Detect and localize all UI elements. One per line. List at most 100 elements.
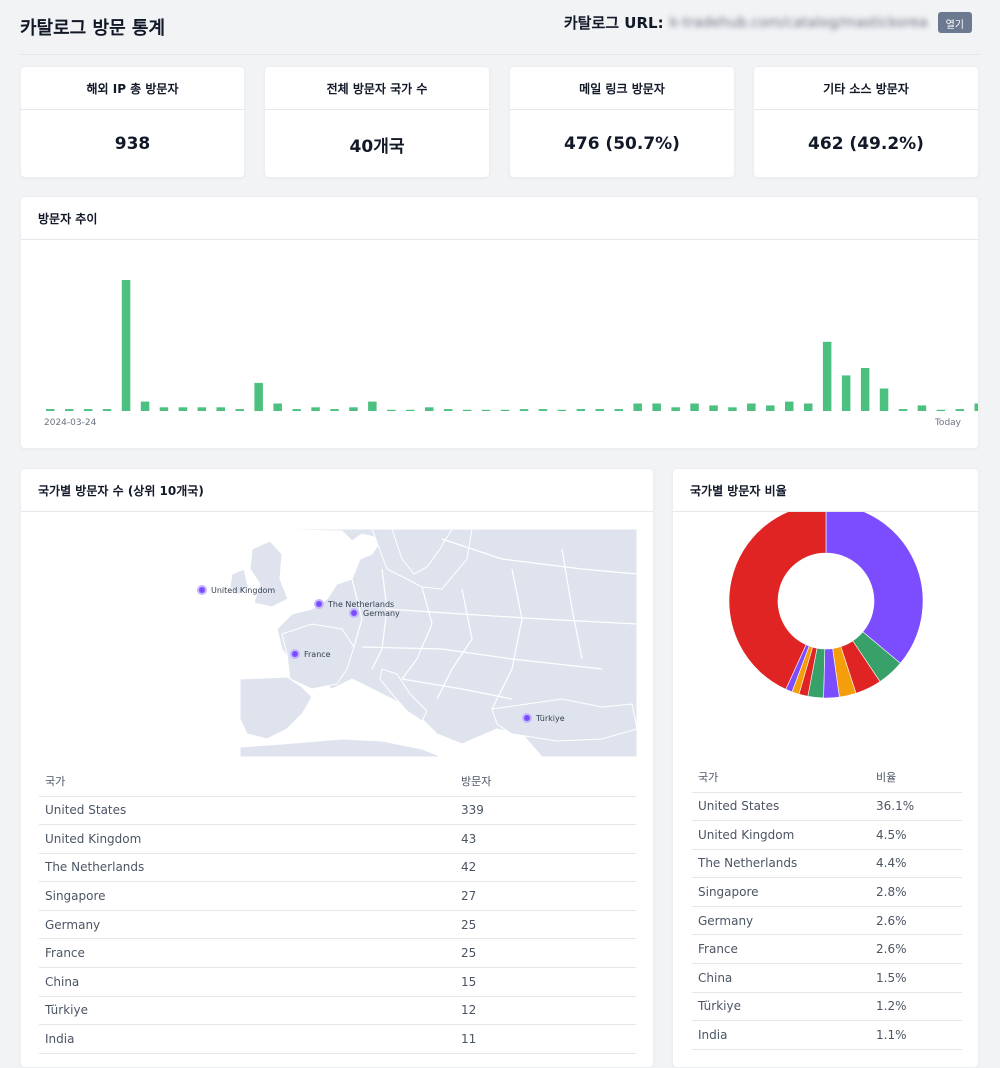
map-land-scandinavia <box>371 529 473 590</box>
donut-slice[interactable] <box>825 512 924 664</box>
trend-bar[interactable] <box>368 401 377 411</box>
trend-bar[interactable] <box>235 409 245 411</box>
trend-bar[interactable] <box>197 407 207 411</box>
map-marker-turkiye <box>522 713 532 723</box>
map-marker-germany <box>349 608 359 618</box>
country-name-cell: United Kingdom <box>39 824 455 854</box>
trend-bar[interactable] <box>614 409 624 411</box>
stat-card-country-count: 전체 방문자 국가 수 40개국 <box>264 66 490 178</box>
trend-bar[interactable] <box>254 382 263 411</box>
map-land-britain <box>249 540 289 608</box>
table-row: France 25 <box>39 938 636 969</box>
trend-bar[interactable] <box>443 409 453 411</box>
trend-bar[interactable] <box>121 280 131 411</box>
country-name-cell: China <box>39 967 455 997</box>
trend-bar[interactable] <box>785 401 794 411</box>
open-catalog-button[interactable]: 열기 <box>937 12 972 33</box>
trend-bar[interactable] <box>766 405 775 411</box>
trend-bar[interactable] <box>917 405 927 411</box>
country-name-cell: France <box>39 938 455 969</box>
trend-bar[interactable] <box>538 409 548 411</box>
trend-bar[interactable] <box>652 403 661 412</box>
trend-bar[interactable] <box>330 409 339 411</box>
table-row: The Netherlands 4.4% <box>692 849 962 879</box>
trend-bar[interactable] <box>709 405 718 411</box>
table-row: United States 36.1% <box>692 792 962 822</box>
ratio-cell: 36.1% <box>870 792 962 822</box>
country-visitors-card: 국가별 방문자 수 (상위 10개국) + − <box>20 468 654 1068</box>
stat-value: 40개국 <box>349 136 405 157</box>
trend-bar[interactable] <box>690 403 699 412</box>
trend-bar[interactable] <box>519 409 529 411</box>
column-header-country: 국가 <box>692 763 870 793</box>
visitor-trend-chart <box>46 280 979 412</box>
trend-bar[interactable] <box>728 407 737 411</box>
trend-bar[interactable] <box>349 407 358 411</box>
trend-bar[interactable] <box>425 407 434 411</box>
trend-bar[interactable] <box>633 403 642 412</box>
map-land-ireland <box>229 568 249 596</box>
map-land-turkey <box>491 698 637 742</box>
trend-bar[interactable] <box>557 409 567 411</box>
world-map[interactable]: United Kingdom The Netherlands Germany F… <box>42 529 637 757</box>
country-ratio-card: 국가별 방문자 비율 국가 비율 United States 36.1% Unite… <box>672 468 979 1068</box>
map-label-uk: United Kingdom <box>211 586 275 595</box>
country-name-cell: Singapore <box>692 877 870 907</box>
trend-bar[interactable] <box>974 403 979 412</box>
map-label-turkiye: Türkiye <box>535 714 565 723</box>
catalog-url-bar: 카탈로그 URL: k-tradehub.com/catalog/mastick… <box>564 12 972 33</box>
trend-bar[interactable] <box>879 388 889 412</box>
stat-label: 메일 링크 방문자 <box>510 67 734 110</box>
table-row: United States 339 <box>39 796 636 826</box>
catalog-url-value[interactable]: k-tradehub.com/catalog/mastickorea <box>669 14 928 31</box>
trend-bar[interactable] <box>500 409 510 411</box>
country-name-cell: United States <box>692 792 870 822</box>
table-row: China 1.5% <box>692 963 962 993</box>
stat-label: 기타 소스 방문자 <box>754 67 978 110</box>
ratio-cell: 1.1% <box>870 1020 962 1050</box>
trend-bar[interactable] <box>595 409 605 411</box>
ratio-cell: 2.8% <box>870 877 962 907</box>
ratio-cell: 1.2% <box>870 992 962 1022</box>
country-name-cell: China <box>692 963 870 993</box>
trend-bar[interactable] <box>822 341 832 411</box>
trend-bar[interactable] <box>462 409 472 411</box>
trend-bar[interactable] <box>747 403 756 412</box>
trend-bar[interactable] <box>576 409 586 411</box>
country-ratio-donut-chart <box>728 512 924 699</box>
trend-bar[interactable] <box>65 409 74 411</box>
trend-bar[interactable] <box>159 407 169 411</box>
country-name-cell: Singapore <box>39 881 455 911</box>
ratio-cell: 2.6% <box>870 906 962 936</box>
trend-bar[interactable] <box>102 409 112 411</box>
trend-bar[interactable] <box>804 403 813 412</box>
donut-slice[interactable] <box>728 512 827 690</box>
trend-bar[interactable] <box>292 409 301 411</box>
trend-bar[interactable] <box>178 407 188 411</box>
trend-bar[interactable] <box>671 407 680 411</box>
trend-bar[interactable] <box>936 409 946 411</box>
ratio-cell: 2.6% <box>870 934 962 965</box>
trend-bar[interactable] <box>898 409 908 411</box>
trend-bar[interactable] <box>216 407 226 411</box>
map-land-italy <box>379 668 428 722</box>
trend-bar[interactable] <box>140 401 150 411</box>
trend-bar[interactable] <box>955 409 965 411</box>
trend-bar[interactable] <box>83 409 93 411</box>
trend-bar[interactable] <box>860 368 870 411</box>
map-land-north-africa <box>239 738 443 757</box>
table-row: Singapore 2.8% <box>692 877 962 907</box>
trend-bar[interactable] <box>387 409 396 411</box>
trend-bar[interactable] <box>273 403 282 412</box>
map-marker-france <box>290 649 300 659</box>
country-name-cell: India <box>692 1020 870 1050</box>
trend-bar[interactable] <box>46 409 55 411</box>
trend-bar[interactable] <box>841 375 851 411</box>
country-name-cell: Türkiye <box>692 992 870 1022</box>
visitor-count-cell: 25 <box>455 938 636 969</box>
table-row: United Kingdom 43 <box>39 824 636 854</box>
trend-bar[interactable] <box>406 409 415 411</box>
trend-bar[interactable] <box>311 407 320 411</box>
trend-bar[interactable] <box>481 409 491 411</box>
table-row: France 2.6% <box>692 934 962 965</box>
